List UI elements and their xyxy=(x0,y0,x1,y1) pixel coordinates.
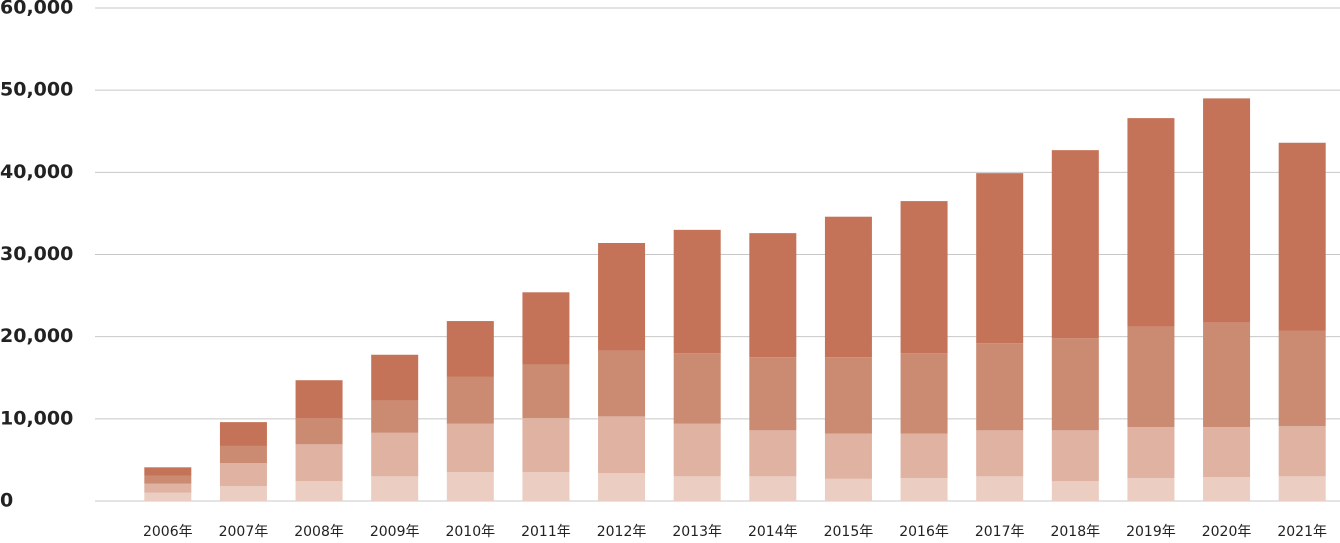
bar-segment xyxy=(900,477,948,501)
bar-segment xyxy=(824,433,872,479)
bar-segment xyxy=(598,350,646,417)
bar-segment xyxy=(900,353,948,434)
x-tick-label: 2021年 xyxy=(1277,524,1327,540)
x-tick-label: 2020年 xyxy=(1202,524,1252,540)
bar-segment xyxy=(371,432,419,477)
bar-segment xyxy=(1203,477,1251,501)
y-tick-label: 0 xyxy=(0,490,13,512)
bar-segment xyxy=(522,472,570,501)
bar-segment xyxy=(1127,427,1175,478)
bar-segment xyxy=(1278,142,1326,331)
y-tick-label: 30,000 xyxy=(0,243,73,265)
x-tick-label: 2017年 xyxy=(975,524,1025,540)
bar-segment xyxy=(446,472,494,501)
bar-segment xyxy=(1127,118,1175,327)
bar-segment xyxy=(1051,150,1099,339)
x-tick-label: 2018年 xyxy=(1050,524,1100,540)
bar-segment xyxy=(522,292,570,365)
y-tick-label: 60,000 xyxy=(0,0,73,19)
y-tick-label: 50,000 xyxy=(0,79,73,101)
bar-segment xyxy=(1203,322,1251,428)
bar-segment xyxy=(1278,330,1326,427)
bar-segment xyxy=(749,476,797,501)
y-tick-label: 20,000 xyxy=(0,325,73,347)
bar-segment xyxy=(598,473,646,501)
bar-segment xyxy=(446,376,494,424)
bar-segment xyxy=(1203,98,1251,323)
bar-segment xyxy=(976,430,1024,477)
bar-segment xyxy=(673,229,721,354)
bar-segment xyxy=(295,481,343,501)
x-tick-label: 2014年 xyxy=(748,524,798,540)
bar-segment xyxy=(522,418,570,473)
bar-segment xyxy=(824,478,872,501)
bar-segment xyxy=(598,416,646,474)
bar-segment xyxy=(1051,481,1099,501)
y-tick-label: 40,000 xyxy=(0,161,73,183)
bar-segment xyxy=(1203,427,1251,478)
bar-segment xyxy=(749,357,797,431)
bar-segment xyxy=(1051,338,1099,431)
x-tick-label: 2007年 xyxy=(219,524,269,540)
bar-segment xyxy=(1278,426,1326,477)
x-tick-label: 2019年 xyxy=(1126,524,1176,540)
bar-segment xyxy=(371,476,419,501)
bar-segment xyxy=(295,418,343,445)
bar-segment xyxy=(219,422,267,446)
bar-segment xyxy=(976,476,1024,501)
x-tick-label: 2009年 xyxy=(370,524,420,540)
bar-segment xyxy=(219,445,267,464)
bar-segment xyxy=(371,354,419,401)
bar-segment xyxy=(144,492,192,501)
bar-segment xyxy=(824,357,872,434)
bar-segment xyxy=(1127,477,1175,501)
bar-segment xyxy=(1051,430,1099,482)
bar-segment xyxy=(144,483,192,493)
bar-segment xyxy=(598,242,646,351)
x-tick-label: 2011年 xyxy=(521,524,571,540)
x-tick-label: 2013年 xyxy=(672,524,722,540)
x-tick-label: 2016年 xyxy=(899,524,949,540)
bar-segment xyxy=(900,433,948,478)
bar-segment xyxy=(219,463,267,487)
bar-segment xyxy=(749,430,797,477)
bar-segment xyxy=(824,216,872,358)
x-tick-label: 2012年 xyxy=(597,524,647,540)
bar-segment xyxy=(144,467,192,476)
bar-segment xyxy=(976,343,1024,431)
bar-segment xyxy=(295,444,343,482)
bar-segment xyxy=(1127,326,1175,428)
bar-segment xyxy=(673,423,721,477)
x-tick-label: 2010年 xyxy=(445,524,495,540)
bar-segment xyxy=(673,476,721,501)
bar-segment xyxy=(446,321,494,377)
bar-segment xyxy=(900,201,948,354)
bar-segment xyxy=(749,233,797,358)
x-tick-label: 2006年 xyxy=(143,524,193,540)
bar-segment xyxy=(144,475,192,484)
y-tick-label: 10,000 xyxy=(0,407,73,429)
bar-segment xyxy=(295,380,343,419)
bar-segment xyxy=(673,353,721,424)
x-tick-label: 2015年 xyxy=(824,524,874,540)
bar-segment xyxy=(1278,476,1326,501)
bar-segment xyxy=(446,423,494,473)
bar-segment xyxy=(522,364,570,419)
bar-segment xyxy=(976,173,1024,344)
x-tick-label: 2008年 xyxy=(294,524,344,540)
bar-segment xyxy=(219,486,267,501)
bar-segment xyxy=(371,400,419,433)
